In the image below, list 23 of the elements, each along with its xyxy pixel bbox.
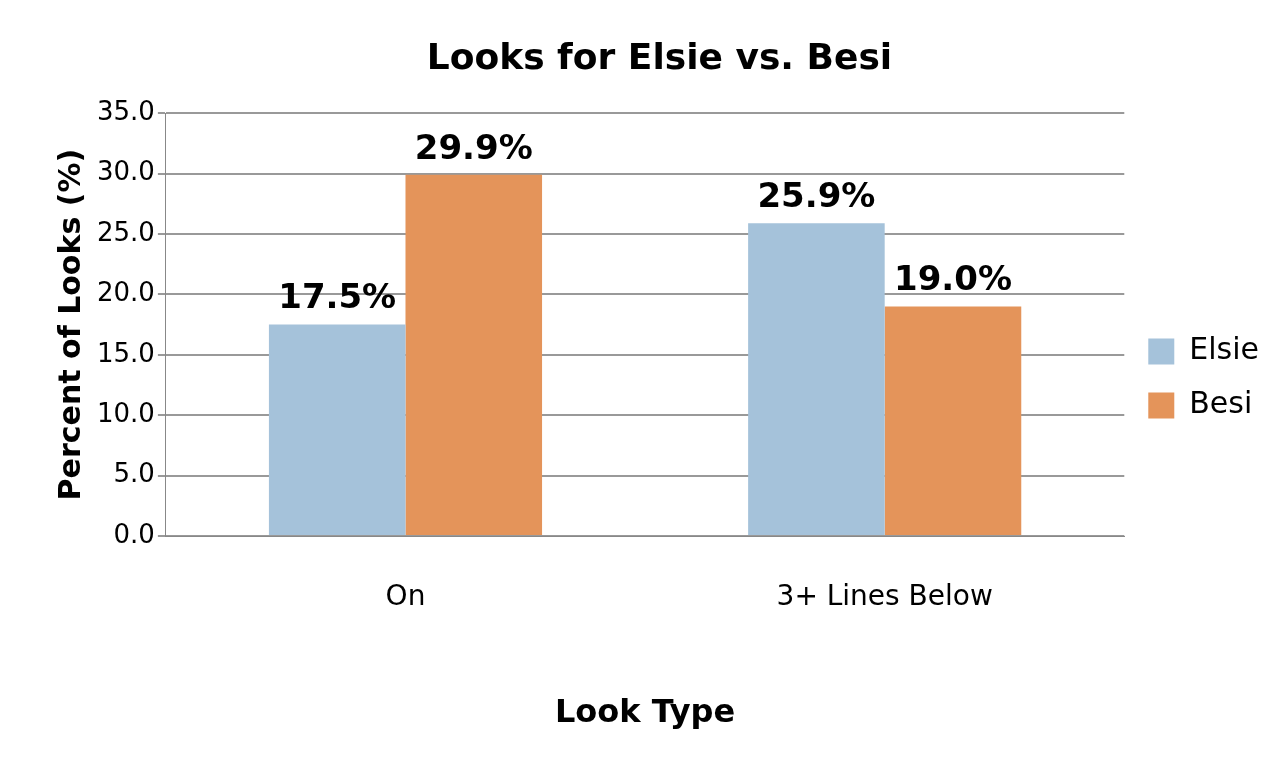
bar	[748, 223, 885, 535]
x-tick-label: 3+ Lines Below	[776, 579, 993, 613]
bar	[268, 324, 406, 535]
y-tick-label: 20.0	[97, 277, 155, 308]
bar	[405, 174, 543, 535]
y-tick-label: 5.0	[113, 458, 155, 489]
legend-label: Besi	[1189, 385, 1253, 421]
x-tick-label: On	[385, 579, 426, 613]
y-axis-title: Percent of Looks (%)	[51, 148, 87, 501]
y-tick-label: 35.0	[97, 95, 155, 126]
y-tick-label: 15.0	[97, 337, 155, 368]
y-tick-label: 0.0	[113, 518, 155, 549]
data-label: 19.0%	[893, 258, 1012, 299]
data-label: 29.9%	[414, 126, 533, 167]
x-axis-title: Look Type	[554, 692, 736, 731]
y-tick-label: 25.0	[97, 216, 155, 247]
data-label: 25.9%	[757, 174, 876, 215]
bar	[884, 306, 1022, 535]
legend-label: Elsie	[1189, 331, 1260, 367]
y-tick-label: 30.0	[97, 156, 155, 187]
y-tick-label: 10.0	[97, 397, 155, 428]
chart-title: Looks for Elsie vs. Besi	[426, 35, 893, 77]
data-label: 17.5%	[278, 276, 397, 317]
